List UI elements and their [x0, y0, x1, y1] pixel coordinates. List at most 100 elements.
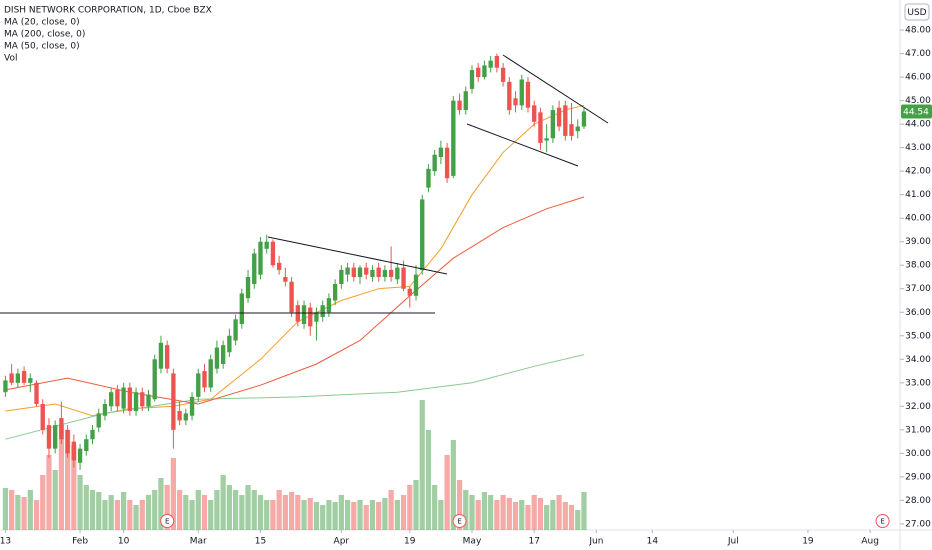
volume-bar	[494, 500, 500, 530]
volume-legend: Vol	[4, 54, 17, 64]
y-tick-label: 45.00	[905, 96, 931, 106]
candle-body	[376, 267, 381, 277]
candle-body	[482, 65, 487, 78]
x-tick-label: Aug	[861, 537, 879, 547]
currency: USD	[907, 8, 926, 18]
legend-entry: MA (200, close, 0)	[4, 30, 85, 40]
candle-body	[77, 448, 83, 463]
x-tick-label: May	[463, 537, 482, 547]
chart-title: DISH NETWORK CORPORATION, 1D, Cboe BZX	[4, 6, 212, 16]
volume-bar	[208, 500, 214, 530]
volume-bar	[77, 475, 83, 530]
x-tick-label: Jul	[727, 537, 739, 547]
y-tick-label: 39.00	[905, 237, 931, 247]
candle-body	[339, 269, 344, 285]
candle-body	[196, 373, 201, 397]
candle-body	[469, 70, 475, 89]
candle-body	[214, 347, 220, 369]
candle-body	[140, 392, 145, 407]
candle-body	[332, 284, 338, 301]
volume-bar	[282, 495, 288, 530]
volume-bar	[419, 400, 425, 530]
candle-body	[252, 253, 257, 285]
volume-bar	[351, 502, 357, 530]
candle-body	[532, 105, 537, 122]
volume-bar	[438, 500, 444, 530]
volume-bar	[2, 488, 9, 530]
volume-bar	[158, 478, 164, 530]
volume-bar	[301, 500, 307, 530]
volume-bar	[332, 502, 338, 530]
event-label: E	[165, 518, 169, 526]
volume-bar	[512, 502, 519, 530]
volume-bar	[544, 505, 550, 530]
volume-bar	[226, 485, 232, 530]
y-tick-label: 46.00	[905, 73, 931, 83]
volume-bar	[46, 455, 52, 530]
volume-bar	[170, 458, 176, 530]
volume-bar	[201, 495, 208, 530]
volume-bar	[568, 505, 575, 530]
moving-average	[5, 354, 585, 440]
candle-body	[3, 380, 8, 393]
candle-body	[563, 105, 568, 136]
volume-bar	[164, 485, 170, 530]
candle-body	[133, 392, 139, 412]
volume-bar	[581, 492, 587, 530]
candle-body	[289, 281, 294, 313]
event-marker	[875, 514, 890, 528]
y-tick-label: 29.00	[905, 472, 931, 482]
candle-body	[233, 319, 238, 341]
candle-body	[432, 154, 437, 172]
candle-body	[581, 111, 587, 127]
y-tick-label: 44.00	[905, 120, 931, 130]
volume-bar	[127, 500, 133, 530]
event-marker	[452, 514, 467, 528]
volume-bar	[120, 492, 127, 530]
candle-body	[544, 138, 549, 141]
volume-bar	[376, 502, 382, 530]
volume-bar	[58, 425, 65, 530]
y-tick-label: 43.00	[905, 143, 931, 153]
candle-body	[264, 241, 269, 249]
candle-body	[314, 312, 319, 322]
volume-bar	[307, 498, 313, 530]
candle-body	[96, 413, 101, 428]
candle-body	[507, 81, 512, 111]
event-label: E	[457, 518, 461, 526]
candle-body	[245, 276, 251, 299]
x-tick-label: Mar	[190, 537, 207, 547]
volume-bar	[425, 430, 432, 530]
currency-box[interactable]	[904, 3, 930, 21]
candle-body	[9, 373, 14, 383]
candle-body	[364, 267, 369, 275]
volume-bar	[9, 490, 15, 530]
volume-bar	[27, 490, 33, 530]
candle-body	[208, 359, 213, 388]
volume-bar	[276, 490, 282, 530]
volume-bar	[257, 495, 264, 530]
candle-body	[357, 267, 363, 277]
x-tick-label: 13	[0, 537, 11, 547]
y-tick-label: 34.00	[905, 355, 931, 365]
volume-bar	[369, 500, 376, 530]
volume-bar	[270, 500, 276, 530]
candle-body	[270, 241, 276, 266]
volume-bar	[96, 492, 102, 530]
volume-bar	[444, 455, 450, 530]
volume-bar	[344, 500, 351, 530]
volume-bar	[33, 500, 40, 530]
volume-bar	[183, 495, 189, 530]
x-tick-label: 10	[118, 537, 130, 547]
candle-body	[127, 387, 133, 412]
volume-bar	[320, 505, 326, 530]
candle-body	[326, 298, 332, 313]
volume-bar	[52, 470, 58, 530]
candle-body	[575, 126, 580, 132]
candle-body	[239, 293, 244, 325]
candle-body	[476, 67, 481, 78]
candle-body	[301, 305, 307, 325]
candle-body	[40, 403, 45, 430]
candle-body	[407, 288, 412, 296]
